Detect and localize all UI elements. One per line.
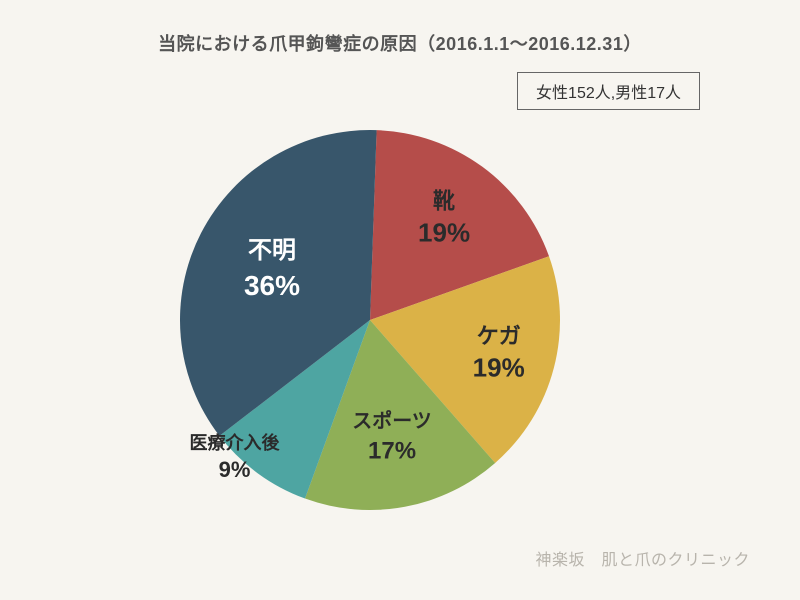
chart-title: 当院における爪甲鉤彎症の原因（2016.1.1〜2016.12.31） — [0, 30, 800, 56]
footer-credit: 神楽坂 肌と爪のクリニック — [535, 546, 750, 570]
pie-chart: 靴19%ケガ19%スポーツ17%医療介入後9%不明36% — [180, 130, 560, 510]
chart-canvas: 当院における爪甲鉤彎症の原因（2016.1.1〜2016.12.31） 女性15… — [0, 0, 800, 600]
pie-svg — [180, 130, 560, 510]
legend-box: 女性152人,男性17人 — [517, 72, 700, 110]
